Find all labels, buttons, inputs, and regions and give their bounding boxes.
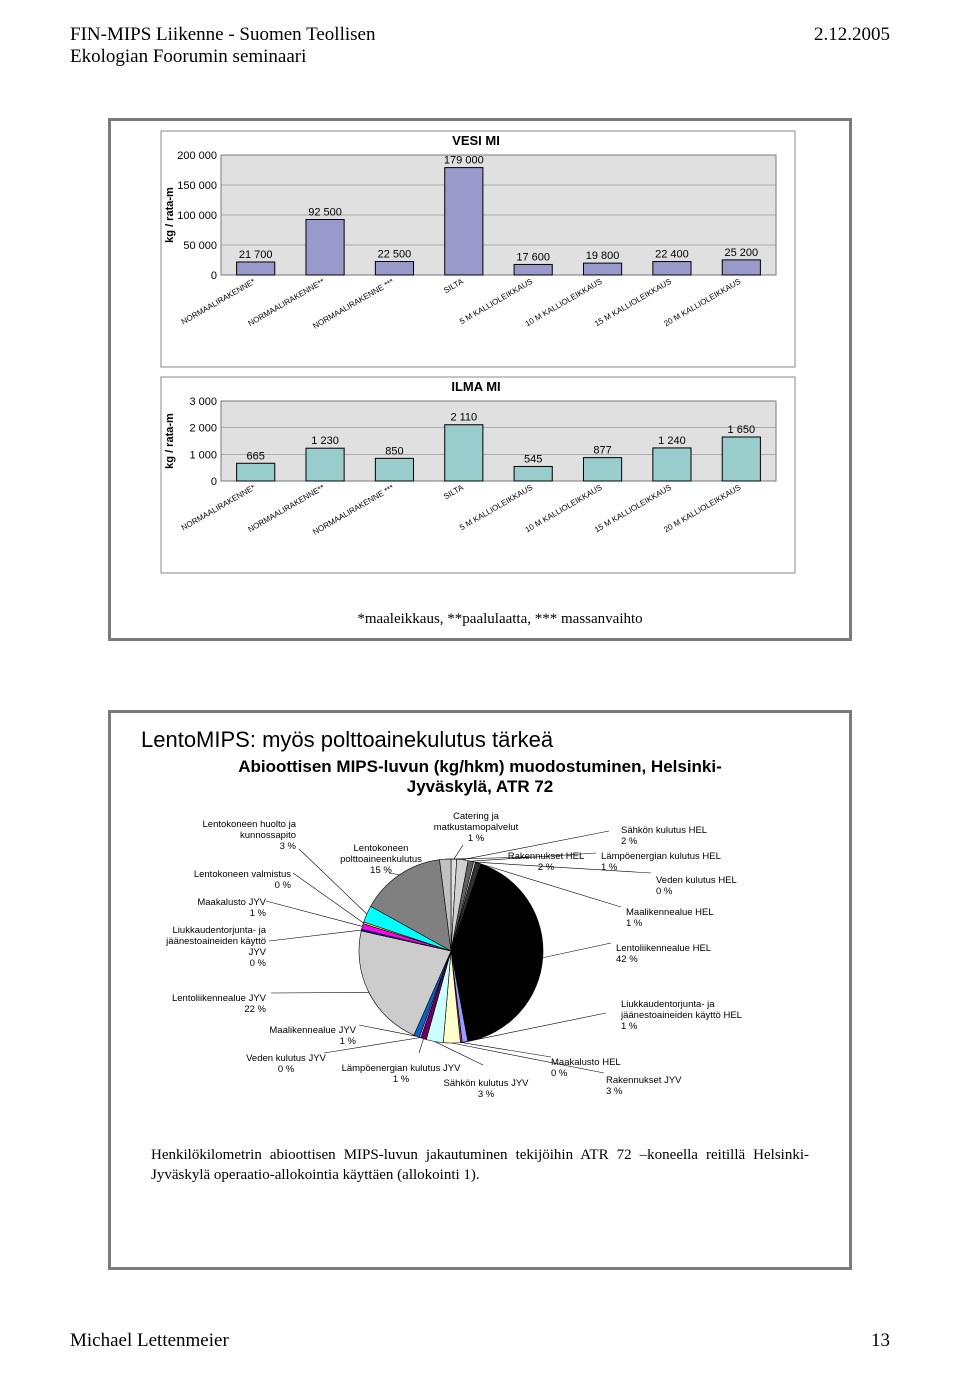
figure-2-title: LentoMIPS: myös polttoainekulutus tärkeä: [111, 713, 849, 757]
svg-text:Lentokoneen: Lentokoneen: [354, 843, 409, 854]
svg-text:1 %: 1 %: [393, 1074, 410, 1085]
svg-text:3 %: 3 %: [478, 1089, 495, 1100]
svg-text:Lentoliikennealue JYV: Lentoliikennealue JYV: [172, 993, 267, 1004]
svg-text:1 650: 1 650: [728, 424, 756, 436]
svg-text:0 %: 0 %: [250, 958, 267, 969]
svg-text:22 400: 22 400: [655, 249, 689, 261]
svg-text:3 %: 3 %: [606, 1086, 623, 1097]
svg-text:2 000: 2 000: [189, 423, 217, 435]
svg-text:Liukkaudentorjunta- ja: Liukkaudentorjunta- ja: [621, 999, 715, 1010]
svg-text:Rakennukset HEL: Rakennukset HEL: [508, 851, 585, 862]
svg-text:2 %: 2 %: [621, 836, 638, 847]
svg-text:1 %: 1 %: [626, 918, 643, 929]
svg-text:92 500: 92 500: [308, 207, 342, 219]
svg-text:42 %: 42 %: [616, 954, 638, 965]
svg-text:Liukkaudentorjunta- ja: Liukkaudentorjunta- ja: [173, 925, 267, 936]
page: FIN-MIPS Liikenne - Suomen Teollisen Eko…: [0, 0, 960, 1376]
svg-text:ILMA MI: ILMA MI: [451, 379, 500, 394]
svg-text:kg / rata-m: kg / rata-m: [164, 187, 176, 243]
header-date: 2.12.2005: [814, 24, 890, 46]
figure-1-box: VESI MI kg / rata-m 0 50 000 100 000 150 000 2…: [108, 118, 852, 641]
svg-text:Maakalusto JYV: Maakalusto JYV: [197, 897, 266, 908]
svg-text:1 240: 1 240: [658, 435, 686, 447]
footer-page-number: 13: [871, 1330, 890, 1352]
svg-text:2 110: 2 110: [450, 412, 477, 424]
svg-text:Sähkön kulutus HEL: Sähkön kulutus HEL: [621, 825, 707, 836]
svg-text:Veden kulutus JYV: Veden kulutus JYV: [246, 1053, 326, 1064]
svg-text:0 %: 0 %: [275, 880, 292, 891]
svg-text:Lentokoneen valmistus: Lentokoneen valmistus: [194, 869, 291, 880]
svg-text:Rakennukset JYV: Rakennukset JYV: [606, 1075, 682, 1086]
svg-text:Catering ja: Catering ja: [453, 811, 500, 822]
svg-text:Lämpöenergian kulutus JYV: Lämpöenergian kulutus JYV: [342, 1063, 461, 1074]
figure-2-subtitle-line2: Jyväskylä, ATR 72: [407, 777, 553, 796]
svg-text:22 %: 22 %: [244, 1004, 266, 1015]
svg-text:Sähkön kulutus JYV: Sähkön kulutus JYV: [443, 1078, 529, 1089]
svg-text:0 %: 0 %: [656, 886, 673, 897]
svg-text:0 %: 0 %: [551, 1068, 568, 1079]
svg-text:Lentoliikennealue HEL: Lentoliikennealue HEL: [616, 943, 711, 954]
svg-text:matkustamopalvelut: matkustamopalvelut: [434, 822, 519, 833]
svg-text:50 000: 50 000: [183, 240, 217, 252]
header-left: FIN-MIPS Liikenne - Suomen Teollisen Eko…: [70, 24, 375, 68]
svg-text:Lentokoneen huolto ja: Lentokoneen huolto ja: [203, 819, 297, 830]
svg-text:2 %: 2 %: [538, 862, 555, 873]
svg-text:0 %: 0 %: [278, 1064, 295, 1075]
svg-text:100 000: 100 000: [177, 210, 217, 222]
svg-text:0: 0: [211, 476, 217, 488]
svg-text:150 000: 150 000: [177, 180, 217, 192]
svg-text:22 500: 22 500: [378, 249, 412, 261]
svg-text:3 %: 3 %: [280, 841, 297, 852]
svg-text:jäänestoaineiden käyttö HEL: jäänestoaineiden käyttö HEL: [620, 1010, 742, 1021]
figure-2-subtitle-line1: Abioottisen MIPS-luvun (kg/hkm) muodostu…: [238, 757, 722, 776]
svg-text:kunnossapito: kunnossapito: [240, 830, 296, 841]
svg-text:1 %: 1 %: [621, 1021, 638, 1032]
svg-text:545: 545: [524, 453, 542, 465]
svg-text:3 000: 3 000: [189, 396, 217, 408]
svg-text:0: 0: [211, 270, 217, 282]
figure-2-pie: Catering jamatkustamopalvelut1 %Sähkön k…: [111, 801, 849, 1141]
svg-text:polttoaineenkulutus: polttoaineenkulutus: [340, 854, 422, 865]
svg-text:jäänestoaineiden käyttö: jäänestoaineiden käyttö: [165, 936, 266, 947]
svg-text:1 %: 1 %: [468, 833, 485, 844]
svg-text:*maaleikkaus, **paalulaatta, *: *maaleikkaus, **paalulaatta, *** massanv…: [357, 611, 642, 627]
svg-text:Veden kulutus HEL: Veden kulutus HEL: [656, 875, 737, 886]
svg-text:25 200: 25 200: [724, 247, 758, 259]
svg-text:21 700: 21 700: [239, 249, 273, 261]
svg-text:17 600: 17 600: [516, 251, 550, 263]
svg-text:1 230: 1 230: [311, 435, 339, 447]
svg-text:19 800: 19 800: [586, 250, 620, 262]
header-left-line1: FIN-MIPS Liikenne - Suomen Teollisen: [70, 24, 375, 45]
header-left-line2: Ekologian Foorumin seminaari: [70, 46, 306, 67]
svg-text:1 000: 1 000: [189, 449, 217, 461]
svg-text:Maalikennealue HEL: Maalikennealue HEL: [626, 907, 714, 918]
svg-text:1 %: 1 %: [601, 862, 618, 873]
svg-text:15 %: 15 %: [370, 865, 392, 876]
svg-text:1 %: 1 %: [250, 908, 267, 919]
svg-text:200 000: 200 000: [177, 150, 217, 162]
svg-text:JYV: JYV: [249, 947, 267, 958]
svg-text:1 %: 1 %: [340, 1036, 357, 1047]
footer-author: Michael Lettenmeier: [70, 1330, 229, 1352]
svg-text:850: 850: [385, 445, 403, 457]
svg-text:Maalikennealue JYV: Maalikennealue JYV: [269, 1025, 356, 1036]
svg-text:877: 877: [593, 445, 611, 457]
figure-2-caption: Henkilökilometrin abioottisen MIPS-luvun…: [111, 1141, 849, 1198]
svg-text:kg / rata-m: kg / rata-m: [164, 413, 176, 469]
svg-text:Maakalusto HEL: Maakalusto HEL: [551, 1057, 621, 1068]
figure-2-box: LentoMIPS: myös polttoainekulutus tärkeä…: [108, 710, 852, 1270]
figure-1-charts: VESI MI kg / rata-m 0 50 000 100 000 150 000 2…: [111, 121, 849, 637]
svg-text:Lämpöenergian kulutus HEL: Lämpöenergian kulutus HEL: [601, 851, 721, 862]
svg-text:VESI MI: VESI MI: [452, 133, 500, 148]
svg-text:665: 665: [247, 450, 265, 462]
figure-2-subtitle: Abioottisen MIPS-luvun (kg/hkm) muodostu…: [111, 757, 849, 801]
svg-text:179 000: 179 000: [444, 155, 484, 167]
